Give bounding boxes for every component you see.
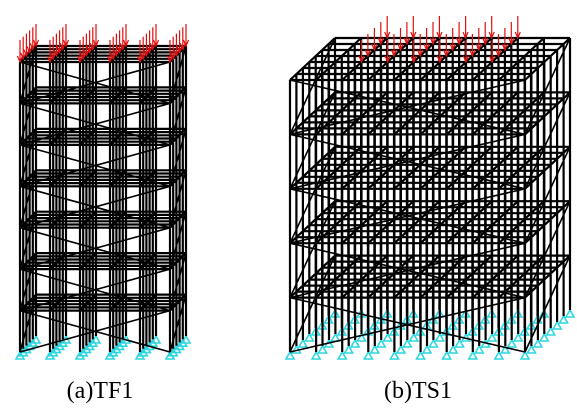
bracing xyxy=(290,38,570,352)
bracing xyxy=(20,46,186,352)
frame xyxy=(20,46,186,352)
caption: (a)TF1 xyxy=(0,378,200,405)
frame xyxy=(290,38,570,352)
figure: (a)TF1 (b)TS1 xyxy=(0,0,577,418)
structure-drawing xyxy=(0,0,577,375)
support xyxy=(16,336,190,359)
caption: (b)TS1 xyxy=(318,378,518,405)
